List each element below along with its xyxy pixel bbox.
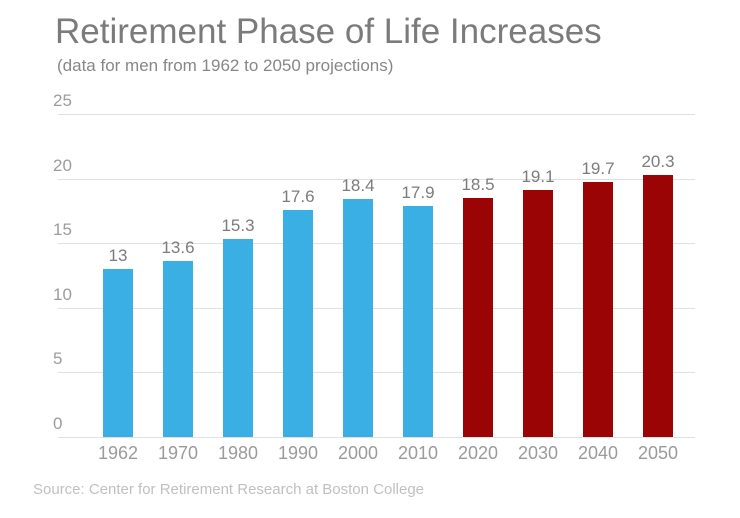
bar-1962 bbox=[103, 269, 133, 437]
chart-subtitle: (data for men from 1962 to 2050 projecti… bbox=[57, 56, 394, 75]
source-note: Source: Center for Retirement Research a… bbox=[33, 481, 425, 498]
x-axis-label-1970: 1970 bbox=[157, 443, 199, 463]
x-axis-label-2030: 2030 bbox=[517, 443, 559, 463]
bar-2050 bbox=[643, 174, 673, 437]
bar-value-label-2050: 20.3 bbox=[641, 151, 675, 171]
bar-column-2050: 20.3 bbox=[628, 114, 688, 437]
bar-column-2030: 19.1 bbox=[508, 114, 568, 437]
y-tick-label-15: 15 bbox=[53, 220, 72, 240]
gridline-y-0 bbox=[58, 437, 695, 438]
x-axis-label-1980: 1980 bbox=[217, 443, 259, 463]
x-axis-label-2050: 2050 bbox=[637, 443, 679, 463]
gridline-y-10 bbox=[58, 307, 695, 309]
plot-area: 0 5 10 15 20 25 13 13.6 15.3 17.6 18.4 17.9 18.5 19.1… bbox=[53, 91, 695, 438]
y-tick-label-10: 10 bbox=[53, 284, 72, 304]
gridline-y-25 bbox=[58, 114, 695, 115]
x-axis-labels: 1962 1970 1980 1990 2000 2010 2020 2030 2040 2050 bbox=[88, 443, 688, 464]
bar-value-label-1970: 13.6 bbox=[161, 238, 195, 258]
bar-value-label-2010: 17.9 bbox=[401, 182, 435, 202]
bar-2000 bbox=[343, 199, 373, 437]
bar-value-label-2040: 19.7 bbox=[581, 159, 615, 179]
bar-value-label-2020: 18.5 bbox=[461, 174, 495, 194]
bar-value-label-1980: 15.3 bbox=[221, 216, 255, 236]
y-tick-label-5: 5 bbox=[53, 349, 63, 369]
bar-value-label-2030: 19.1 bbox=[521, 167, 555, 187]
chart-title: Retirement Phase of Life Increases bbox=[55, 12, 602, 51]
gridline-y-15 bbox=[58, 243, 695, 245]
bar-value-label-1962: 13 bbox=[108, 246, 128, 266]
bar-column-2020: 18.5 bbox=[448, 114, 508, 437]
bar-column-2000: 18.4 bbox=[328, 114, 388, 437]
bar-2020 bbox=[463, 197, 493, 437]
x-axis-label-2040: 2040 bbox=[577, 443, 619, 463]
bars-container: 13 13.6 15.3 17.6 18.4 17.9 18.5 19.1 19.7 20.3 bbox=[88, 114, 688, 437]
bar-column-1980: 15.3 bbox=[208, 114, 268, 437]
x-axis-label-1962: 1962 bbox=[97, 443, 139, 463]
bar-column-1990: 17.6 bbox=[268, 114, 328, 437]
y-tick-label-25: 25 bbox=[53, 91, 72, 110]
bar-2010 bbox=[403, 205, 433, 437]
bar-1980 bbox=[223, 239, 253, 437]
bar-column-2010: 17.9 bbox=[388, 114, 448, 437]
bar-column-2040: 19.7 bbox=[568, 114, 628, 437]
y-tick-label-20: 20 bbox=[53, 155, 72, 175]
x-axis-label-2000: 2000 bbox=[337, 443, 379, 463]
bar-column-1970: 13.6 bbox=[148, 114, 208, 437]
bar-column-1962: 13 bbox=[88, 114, 148, 437]
x-axis-label-1990: 1990 bbox=[277, 443, 319, 463]
bar-1990 bbox=[283, 209, 313, 437]
bar-value-label-1990: 17.6 bbox=[281, 186, 315, 206]
y-tick-label-0: 0 bbox=[53, 414, 63, 433]
x-axis-label-2010: 2010 bbox=[397, 443, 439, 463]
x-axis-label-2020: 2020 bbox=[457, 443, 499, 463]
bar-2040 bbox=[583, 182, 613, 437]
bar-value-label-2000: 18.4 bbox=[341, 176, 375, 196]
bar-2030 bbox=[523, 190, 553, 437]
bar-1970 bbox=[163, 261, 193, 437]
gridline-y-5 bbox=[58, 372, 695, 374]
gridline-y-20 bbox=[58, 178, 695, 180]
